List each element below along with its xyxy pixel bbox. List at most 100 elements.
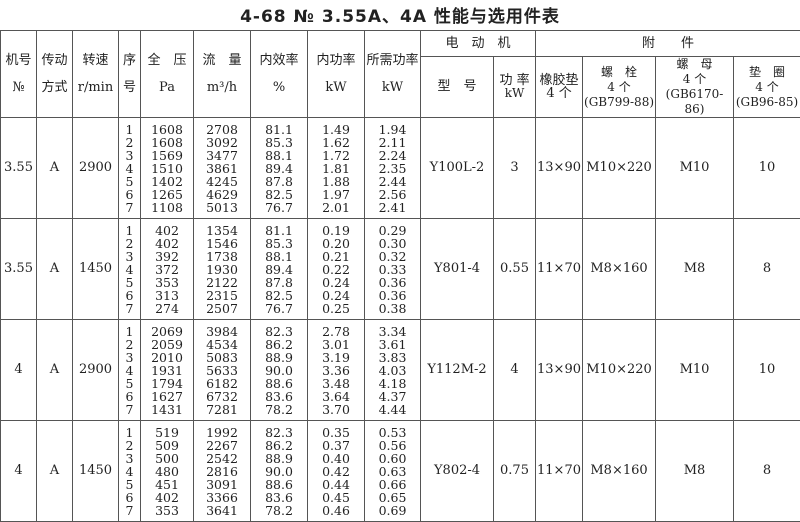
value-internal-power: 2.01 (308, 201, 364, 214)
value-internal-power: 0.22 (308, 263, 364, 276)
value-efficiency: 88.6 (251, 377, 307, 390)
value-required-power: 0.63 (365, 465, 420, 478)
value-efficiency: 81.1 (251, 224, 307, 237)
value-internal-power: 1.81 (308, 162, 364, 175)
value-flow: 3861 (194, 162, 250, 175)
value-required-power: 0.60 (365, 452, 420, 465)
value-pressure: 1431 (141, 403, 193, 416)
value-efficiency: 81.1 (251, 123, 307, 136)
value-flow: 6182 (194, 377, 250, 390)
value-pressure: 519 (141, 426, 193, 439)
value-internal-power: 0.35 (308, 426, 364, 439)
value-flow: 2816 (194, 465, 250, 478)
cell-drive: A (37, 421, 73, 522)
cell-rubber-pad: 13×90 (536, 320, 583, 421)
value-efficiency: 85.3 (251, 136, 307, 149)
value-internal-power: 1.49 (308, 123, 364, 136)
value-efficiency: 88.9 (251, 351, 307, 364)
value-seq: 4 (119, 465, 140, 478)
value-flow: 3092 (194, 136, 250, 149)
value-seq: 1 (119, 123, 140, 136)
header-efficiency: 内效率% (251, 31, 308, 118)
value-pressure: 509 (141, 439, 193, 452)
value-efficiency: 87.8 (251, 175, 307, 188)
value-pressure: 372 (141, 263, 193, 276)
cell-nut: M10 (656, 320, 734, 421)
value-flow: 2122 (194, 276, 250, 289)
cell-bolt: M10×220 (583, 320, 656, 421)
value-efficiency: 82.3 (251, 426, 307, 439)
cell-machine-no: 4 (1, 421, 37, 522)
value-efficiency: 90.0 (251, 465, 307, 478)
value-efficiency: 82.5 (251, 188, 307, 201)
value-internal-power: 3.64 (308, 390, 364, 403)
cell-nut: M8 (656, 421, 734, 522)
value-pressure: 1931 (141, 364, 193, 377)
value-seq: 6 (119, 491, 140, 504)
value-required-power: 0.29 (365, 224, 420, 237)
value-flow: 2267 (194, 439, 250, 452)
value-pressure: 402 (141, 224, 193, 237)
value-efficiency: 85.3 (251, 237, 307, 250)
value-required-power: 2.56 (365, 188, 420, 201)
value-efficiency: 76.7 (251, 201, 307, 214)
value-required-power: 3.34 (365, 325, 420, 338)
value-internal-power: 0.46 (308, 504, 364, 517)
value-pressure: 480 (141, 465, 193, 478)
value-internal-power: 0.40 (308, 452, 364, 465)
value-efficiency: 87.8 (251, 276, 307, 289)
value-pressure: 274 (141, 302, 193, 315)
cell-bolt: M8×160 (583, 421, 656, 522)
value-flow: 1354 (194, 224, 250, 237)
cell-washer: 8 (734, 219, 800, 320)
value-required-power: 0.38 (365, 302, 420, 315)
value-required-power: 2.44 (365, 175, 420, 188)
value-pressure: 2069 (141, 325, 193, 338)
value-required-power: 1.94 (365, 123, 420, 136)
value-pressure: 1265 (141, 188, 193, 201)
value-efficiency: 88.9 (251, 452, 307, 465)
cell-motor-model: Y112M-2 (421, 320, 494, 421)
value-seq: 6 (119, 390, 140, 403)
value-flow: 3984 (194, 325, 250, 338)
value-efficiency: 89.4 (251, 263, 307, 276)
value-required-power: 4.37 (365, 390, 420, 403)
cell-washer: 10 (734, 320, 800, 421)
value-pressure: 353 (141, 276, 193, 289)
value-pressure: 392 (141, 250, 193, 263)
value-seq: 7 (119, 302, 140, 315)
value-required-power: 2.35 (365, 162, 420, 175)
value-required-power: 3.61 (365, 338, 420, 351)
value-seq: 4 (119, 162, 140, 175)
value-required-power: 0.36 (365, 289, 420, 302)
value-flow: 1738 (194, 250, 250, 263)
value-required-power: 3.83 (365, 351, 420, 364)
value-pressure: 1608 (141, 136, 193, 149)
value-seq: 2 (119, 338, 140, 351)
value-flow: 1992 (194, 426, 250, 439)
value-efficiency: 88.6 (251, 478, 307, 491)
header-drive: 传动方式 (37, 31, 73, 118)
value-seq: 5 (119, 478, 140, 491)
value-internal-power: 1.62 (308, 136, 364, 149)
header-motor-model: 型 号 (421, 57, 494, 118)
value-flow: 3641 (194, 504, 250, 517)
value-required-power: 4.44 (365, 403, 420, 416)
